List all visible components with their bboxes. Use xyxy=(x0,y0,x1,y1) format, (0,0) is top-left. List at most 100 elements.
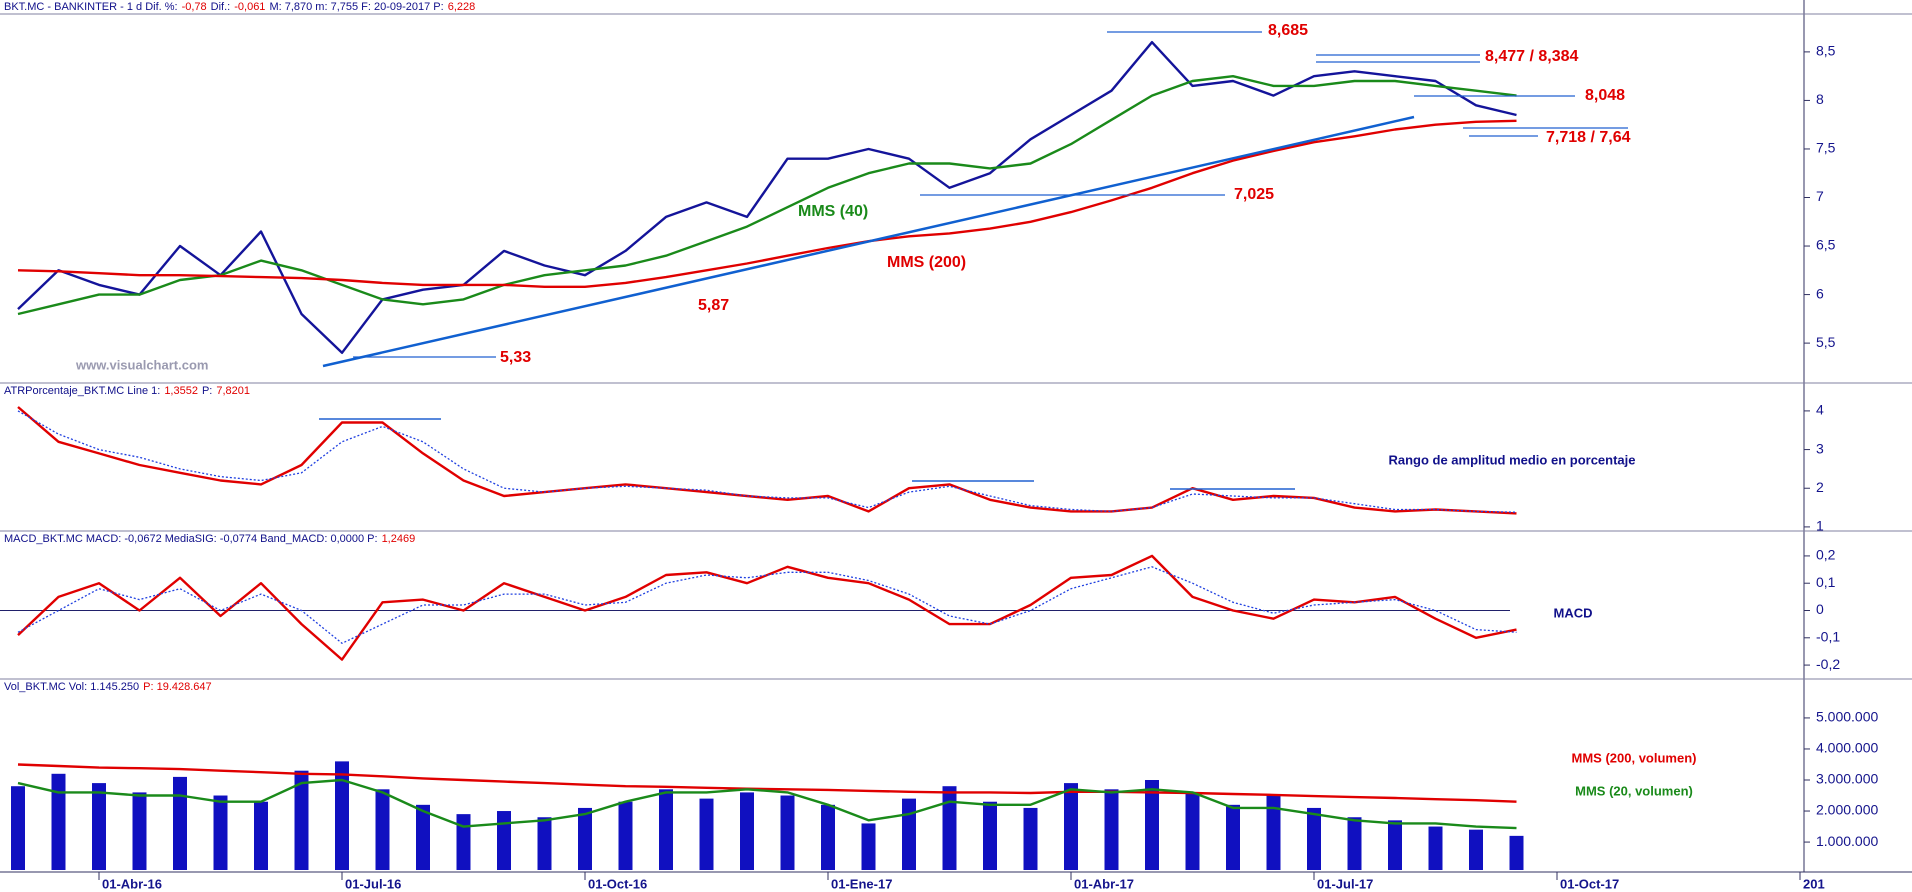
y-tick-label: -0,2 xyxy=(1816,656,1840,672)
y-tick-label: 4.000.000 xyxy=(1816,740,1878,756)
y-tick-label: 0,1 xyxy=(1816,574,1836,590)
volume-bar xyxy=(983,801,997,870)
volume-bar xyxy=(51,773,66,870)
volume-bar xyxy=(618,801,633,870)
x-tick-label: 01-Abr-17 xyxy=(1074,876,1134,891)
series-line xyxy=(17,41,1517,354)
volume-bar xyxy=(254,801,268,870)
volume-bar xyxy=(173,776,187,870)
series-label: MMS (40) xyxy=(798,203,868,220)
panel-header: ATRPorcentaje_BKT.MC Line 1: 1,3552 P: 7,82… xyxy=(4,385,250,397)
y-tick-label: 6,5 xyxy=(1816,237,1836,253)
watermark: www.visualchart.com xyxy=(75,357,208,372)
panel-header: BKT.MC - BANKINTER - 1 d Dif. %: -0,78 Dif… xyxy=(4,1,475,13)
volume-bar xyxy=(1064,783,1078,870)
header-part: Vol_BKT.MC Vol: 1.145.250 xyxy=(4,681,139,693)
volume-bar xyxy=(537,817,552,870)
volume-bar xyxy=(294,770,309,870)
y-tick-label: 8,5 xyxy=(1816,43,1836,59)
annotation: 8,048 xyxy=(1585,87,1625,104)
annotation: 5,87 xyxy=(698,297,729,314)
volume-bar xyxy=(821,804,835,870)
header-part: BKT.MC - BANKINTER - 1 d Dif. %: xyxy=(4,1,178,13)
volume-bar xyxy=(1023,807,1038,870)
volume-bar xyxy=(92,783,106,870)
series-line xyxy=(17,554,1517,661)
y-tick-label: 8 xyxy=(1816,91,1824,107)
header-part: -0,061 xyxy=(234,1,265,13)
volume-bar xyxy=(1226,804,1240,870)
volume-bar xyxy=(699,798,714,870)
series-line xyxy=(17,566,1517,644)
y-tick-label: 3 xyxy=(1816,440,1824,456)
y-tick-label: 0 xyxy=(1816,601,1824,617)
y-tick-label: 3.000.000 xyxy=(1816,771,1878,787)
volume-bar xyxy=(578,807,592,870)
y-tick-label: 0,2 xyxy=(1816,547,1836,563)
volume-bar xyxy=(1347,817,1362,870)
volume-bar xyxy=(780,795,795,870)
header-part: M: 7,870 m: 7,755 F: 20-09-2017 P: xyxy=(269,1,443,13)
header-part: Dif.: xyxy=(211,1,231,13)
series-line xyxy=(17,410,1517,513)
volume-bar xyxy=(213,795,228,870)
x-tick-label: 201 xyxy=(1803,876,1825,891)
volume-bar xyxy=(1469,829,1483,870)
panel-label: Rango de amplitud medio en porcentaje xyxy=(1388,452,1635,467)
volume-bar xyxy=(1307,807,1321,870)
volume-bar xyxy=(1428,826,1443,870)
x-tick-label: 01-Oct-16 xyxy=(588,876,647,891)
volume-bar xyxy=(1388,820,1402,870)
volume-bar xyxy=(1145,780,1159,870)
y-tick-label: 5,5 xyxy=(1816,334,1836,350)
header-part: -0,78 xyxy=(182,1,207,13)
x-tick-label: 01-Jul-17 xyxy=(1317,876,1373,891)
panel-header: MACD_BKT.MC MACD: -0,0672 MediaSIG: -0,0… xyxy=(4,533,415,545)
series-line xyxy=(17,778,1517,830)
panel-header: Vol_BKT.MC Vol: 1.145.250 P: 19.428.647 xyxy=(4,681,212,693)
header-part: MACD_BKT.MC MACD: -0,0672 MediaSIG: -0,0… xyxy=(4,533,378,545)
volume-bar xyxy=(11,786,25,870)
volume-bar xyxy=(861,823,876,870)
y-tick-label: 7 xyxy=(1816,188,1824,204)
header-part: P: xyxy=(202,385,212,397)
volume-bar xyxy=(497,811,511,870)
volume-bar xyxy=(942,786,957,870)
y-tick-label: 2.000.000 xyxy=(1816,802,1878,818)
y-tick-label: -0,1 xyxy=(1816,628,1840,644)
volume-bar xyxy=(335,761,349,870)
trend-line xyxy=(322,115,1415,368)
y-tick-label: 2 xyxy=(1816,479,1824,495)
x-tick-label: 01-Oct-17 xyxy=(1560,876,1619,891)
series-line xyxy=(17,406,1517,515)
y-tick-label: 1 xyxy=(1816,518,1824,534)
header-part: ATRPorcentaje_BKT.MC Line 1: xyxy=(4,385,160,397)
y-tick-label: 7,5 xyxy=(1816,140,1836,156)
y-tick-label: 6 xyxy=(1816,285,1824,301)
annotation: 8,685 xyxy=(1268,22,1308,39)
series-line xyxy=(17,75,1517,316)
header-part: 1,3552 xyxy=(164,385,198,397)
volume-bar xyxy=(375,789,390,870)
volume-bar xyxy=(416,804,430,870)
header-part: P: 19.428.647 xyxy=(143,681,212,693)
x-tick-label: 01-Abr-16 xyxy=(102,876,162,891)
volume-bar xyxy=(1185,792,1200,870)
series-label: MMS (200) xyxy=(887,254,966,271)
panel-label: MACD xyxy=(1554,605,1593,620)
header-part: 1,2469 xyxy=(382,533,416,545)
annotation: 7,718 / 7,64 xyxy=(1546,129,1631,146)
volume-bar xyxy=(1266,795,1281,870)
annotation: 7,025 xyxy=(1234,186,1274,203)
volume-bar xyxy=(902,798,916,870)
series-line xyxy=(17,119,1517,288)
header-part: 7,8201 xyxy=(216,385,250,397)
series-label: MMS (20, volumen) xyxy=(1575,783,1693,798)
series-line xyxy=(17,763,1517,803)
x-tick-label: 01-Jul-16 xyxy=(345,876,401,891)
annotation: 8,477 / 8,384 xyxy=(1485,48,1579,65)
header-part: 6,228 xyxy=(448,1,476,13)
y-tick-label: 1.000.000 xyxy=(1816,833,1878,849)
volume-bar xyxy=(456,814,471,870)
